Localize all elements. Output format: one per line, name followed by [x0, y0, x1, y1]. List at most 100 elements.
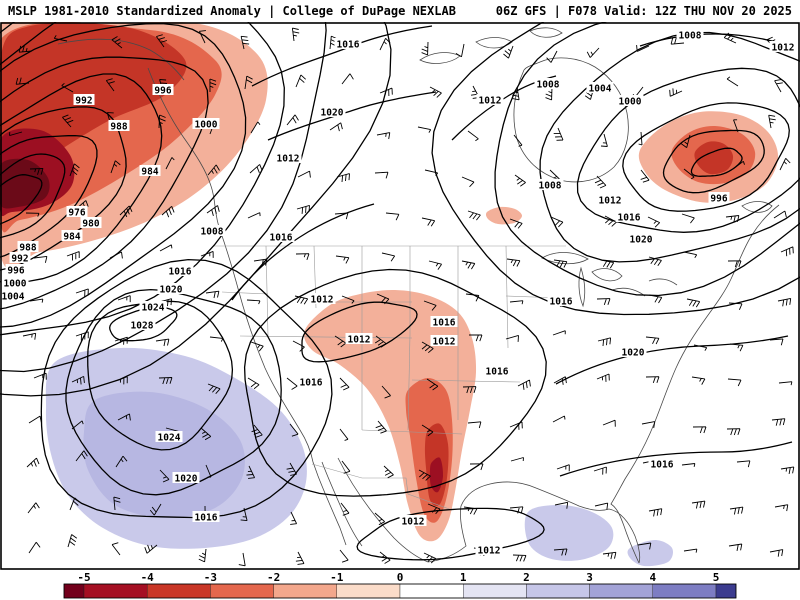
isobar-contour	[65, 288, 282, 496]
wind-barb	[513, 134, 523, 147]
isobar-contour	[559, 441, 793, 477]
contour-label-halo	[1, 277, 29, 288]
wind-barb	[729, 343, 744, 352]
wind-barb	[110, 160, 121, 174]
contour-label-halo	[345, 333, 373, 344]
wind-barb	[550, 216, 564, 228]
isobar-contour	[87, 300, 234, 451]
wind-barb	[683, 548, 698, 553]
wind-barb	[295, 551, 305, 565]
colorbar-cell	[146, 583, 211, 599]
wind-barb	[645, 336, 660, 345]
contour-label-halo	[152, 84, 174, 95]
isobar-contour	[639, 33, 785, 47]
contour-label-halo	[476, 94, 504, 105]
wind-barb	[600, 133, 608, 147]
contour-label: 984	[63, 232, 80, 243]
wind-barb	[553, 376, 567, 385]
contour-label-halo	[308, 293, 336, 304]
contour-label-halo	[586, 82, 614, 93]
wind-barb	[114, 376, 128, 385]
wind-barb	[374, 335, 387, 348]
isobar-contour	[0, 56, 209, 310]
wind-barb	[552, 330, 566, 336]
wind-barb	[25, 212, 40, 217]
wind-barb	[604, 215, 617, 227]
wind-barb	[469, 463, 484, 471]
colorbar-tick-label: 3	[586, 571, 593, 584]
wind-barb	[156, 34, 168, 48]
contour-label-halo	[192, 118, 220, 129]
wind-barb	[249, 164, 263, 174]
contour-label: 1008	[539, 181, 562, 192]
wind-barb	[693, 344, 708, 351]
wind-barb	[423, 552, 437, 564]
wind-barb	[470, 85, 480, 99]
wind-barb	[105, 78, 115, 92]
wind-barb	[553, 548, 568, 556]
contour-label: 1016	[337, 40, 360, 51]
contour-label-halo	[648, 458, 676, 469]
wind-barb	[9, 131, 23, 137]
wind-barb	[692, 426, 707, 434]
wind-barb	[423, 300, 437, 311]
wind-barb	[733, 119, 739, 133]
wind-barb	[28, 415, 42, 424]
contour-label: 1028	[131, 321, 154, 332]
contour-label: 1004	[589, 84, 612, 95]
contour-label: 992	[75, 96, 92, 107]
coastline	[591, 268, 623, 282]
contour-label: 1000	[619, 97, 642, 108]
colorbar-tick-label: 4	[649, 571, 656, 584]
contour-label-halo	[73, 94, 95, 105]
state-border	[407, 333, 411, 431]
wind-barb	[669, 88, 683, 97]
wind-barb	[648, 256, 662, 266]
wind-barb	[375, 420, 387, 434]
wind-barb	[647, 216, 661, 228]
wind-barb	[244, 75, 253, 90]
wind-barb	[334, 335, 347, 348]
wind-barb	[144, 544, 158, 554]
contour-label: 992	[11, 254, 28, 265]
wind-barb	[61, 82, 74, 93]
contour-label: 1012	[772, 43, 795, 54]
contour-label: 1020	[160, 285, 183, 296]
isobar-contour	[576, 67, 800, 233]
isobar-contour	[267, 91, 437, 141]
contour-label-halo	[708, 192, 730, 203]
wind-barb	[205, 464, 212, 478]
wind-barb	[467, 130, 479, 142]
contour-label: 1012	[348, 335, 371, 346]
wind-barb	[75, 450, 88, 462]
contour-label-halo	[399, 515, 427, 526]
colorbar-tick-label: 2	[523, 571, 530, 584]
contour-label: 1016	[618, 213, 641, 224]
wind-barb	[465, 293, 480, 302]
wind-barb	[29, 298, 44, 303]
contour-label: 1016	[169, 267, 192, 278]
state-border	[239, 335, 413, 339]
contour-label: 1020	[622, 348, 645, 359]
state-border	[361, 429, 463, 435]
wind-barb	[469, 334, 483, 342]
contour-label: 984	[141, 167, 158, 178]
wind-barb	[732, 160, 745, 170]
wind-barb	[341, 295, 355, 304]
isobar-contour	[0, 22, 327, 373]
contour-label-halo	[198, 225, 226, 236]
contour-label-halo	[166, 265, 194, 276]
contour-label-halo	[139, 165, 161, 176]
wind-barb	[505, 334, 519, 342]
contour-label-halo	[0, 290, 27, 301]
wind-barb	[417, 126, 432, 133]
wind-barb	[509, 506, 524, 514]
state-border	[505, 245, 509, 349]
wind-barb	[421, 217, 436, 227]
colorbar-cell	[715, 583, 737, 599]
contour-label-halo	[536, 179, 564, 190]
wind-barb	[149, 503, 162, 516]
contour-label: 996	[7, 266, 24, 277]
isobar-contour	[539, 31, 800, 263]
wind-barb	[53, 35, 68, 42]
